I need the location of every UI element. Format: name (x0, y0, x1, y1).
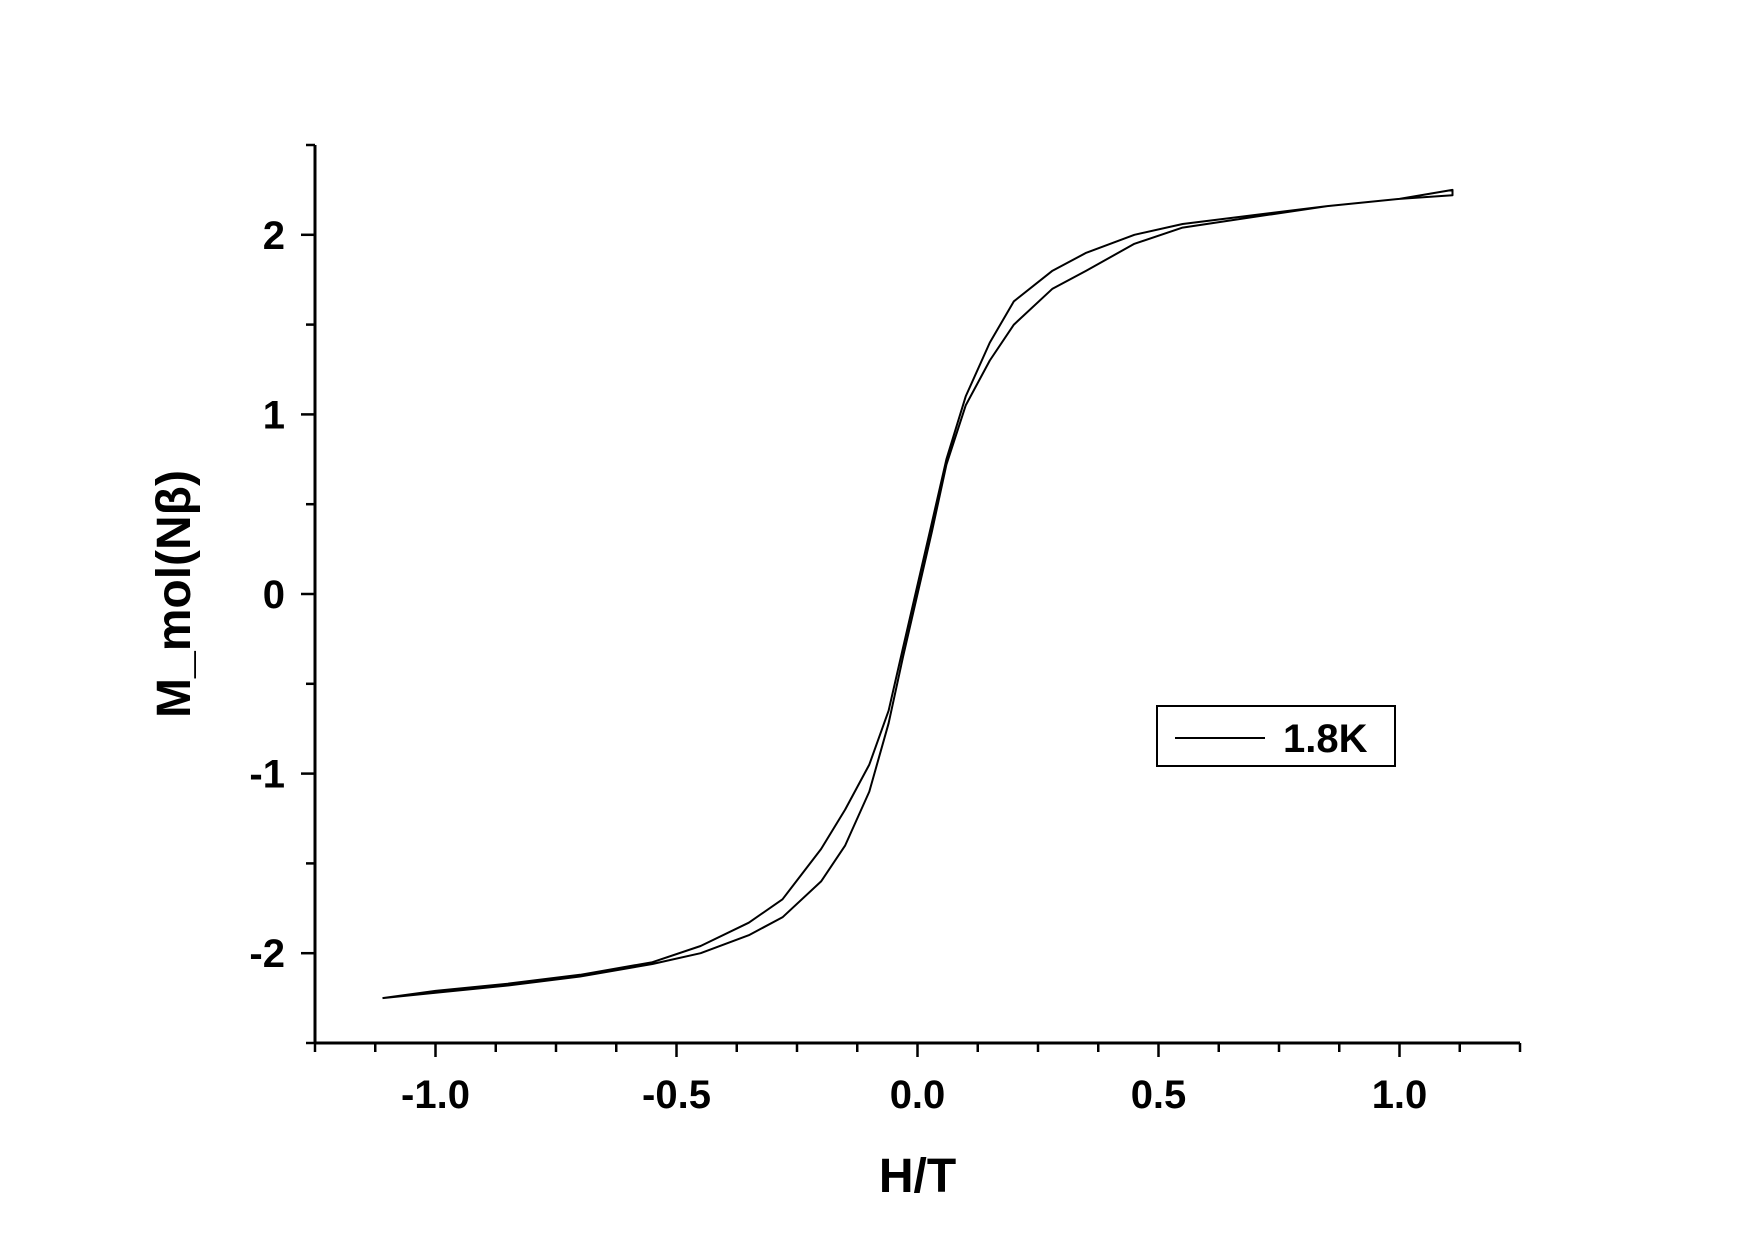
y-tick-label: -1 (249, 753, 285, 797)
legend-box (1156, 705, 1396, 767)
y-tick-label: 0 (263, 573, 285, 617)
series-line-0 (382, 188, 1454, 1000)
x-axis-label: H/T (879, 1150, 956, 1203)
y-tick-label: 2 (263, 214, 285, 258)
plot-area (382, 188, 1454, 1000)
x-tick-label: -0.5 (642, 1073, 711, 1117)
y-tick-label: 1 (263, 393, 285, 437)
y-axis-label: M_mol(Nβ) (148, 470, 201, 718)
ticks: -1.0 -0.5 0.0 0.5 1.0 -2 -1 0 1 2 (249, 143, 1522, 1117)
x-tick-label: 1.0 (1372, 1073, 1428, 1117)
x-tick-label: -1.0 (401, 1073, 470, 1117)
y-tick-label: -2 (249, 932, 285, 976)
legend-label-1-8k: 1.8K (1283, 717, 1368, 761)
legend: 1.8K (1156, 705, 1396, 767)
x-tick-label: 0.0 (890, 1073, 946, 1117)
x-tick-label: 0.5 (1131, 1073, 1187, 1117)
